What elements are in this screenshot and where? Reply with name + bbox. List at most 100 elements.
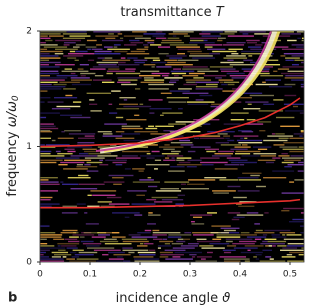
- texture: [40, 150, 52, 153]
- texture: [178, 88, 192, 90]
- texture: [188, 179, 216, 181]
- texture: [136, 194, 145, 196]
- texture: [281, 72, 304, 75]
- texture: [51, 139, 56, 142]
- texture: [216, 236, 241, 238]
- texture: [195, 260, 217, 262]
- texture: [160, 254, 184, 256]
- texture: [148, 214, 161, 216]
- texture: [184, 232, 192, 234]
- texture: [47, 101, 64, 103]
- texture: [195, 86, 218, 88]
- texture: [144, 46, 149, 48]
- texture: [99, 164, 109, 166]
- texture: [277, 68, 290, 70]
- texture: [112, 177, 124, 179]
- texture: [281, 210, 290, 212]
- texture: [189, 42, 215, 44]
- texture: [105, 37, 116, 39]
- texture: [40, 90, 48, 92]
- texture: [108, 174, 134, 177]
- texture: [160, 188, 180, 190]
- texture: [253, 153, 277, 155]
- texture: [238, 205, 255, 207]
- texture: [180, 245, 199, 247]
- texture: [139, 155, 165, 157]
- texture: [115, 131, 125, 133]
- texture-curve: [95, 31, 272, 152]
- texture: [45, 39, 53, 42]
- texture: [40, 123, 54, 125]
- texture: [237, 177, 259, 179]
- texture: [225, 240, 233, 243]
- texture: [239, 240, 257, 243]
- texture: [241, 131, 254, 133]
- texture: [207, 251, 213, 254]
- texture: [40, 238, 47, 240]
- texture: [40, 247, 66, 249]
- texture: [155, 37, 167, 39]
- texture: [133, 258, 160, 260]
- texture: [123, 139, 148, 142]
- texture: [71, 79, 92, 81]
- ylabel-symbol: ω/ω: [5, 101, 20, 127]
- texture: [287, 243, 304, 245]
- texture: [145, 164, 170, 166]
- texture: [58, 164, 68, 166]
- texture: [64, 159, 92, 161]
- texture: [232, 243, 255, 245]
- texture: [221, 70, 239, 72]
- texture: [285, 57, 300, 59]
- texture: [157, 245, 172, 247]
- texture: [71, 83, 92, 86]
- curve: [40, 198, 301, 209]
- texture: [40, 181, 59, 183]
- texture: [60, 114, 83, 116]
- texture: [40, 196, 53, 199]
- texture: [225, 238, 253, 240]
- texture: [260, 243, 285, 245]
- texture: [70, 77, 90, 79]
- texture: [227, 83, 235, 86]
- texture: [40, 260, 65, 262]
- texture: [227, 35, 254, 37]
- texture: [246, 119, 256, 121]
- texture: [284, 77, 304, 79]
- texture: [87, 194, 92, 196]
- texture: [247, 46, 262, 48]
- texture: [108, 33, 114, 35]
- texture: [238, 97, 252, 99]
- texture: [136, 245, 148, 247]
- texture: [199, 33, 211, 35]
- texture: [55, 39, 81, 42]
- texture: [89, 103, 98, 105]
- texture: [66, 247, 78, 249]
- texture: [66, 258, 75, 260]
- texture: [138, 75, 161, 77]
- texture: [262, 234, 268, 236]
- texture: [286, 254, 293, 256]
- texture: [54, 53, 64, 55]
- texture: [173, 68, 181, 70]
- texture: [74, 59, 79, 61]
- texture: [265, 256, 272, 258]
- texture: [40, 190, 59, 192]
- texture: [61, 70, 89, 72]
- texture: [68, 133, 96, 135]
- texture: [134, 37, 151, 39]
- texture: [234, 146, 251, 148]
- texture: [122, 240, 149, 243]
- title-text: transmittance: [120, 5, 211, 20]
- texture: [271, 234, 281, 236]
- texture: [254, 223, 260, 225]
- texture: [40, 199, 51, 201]
- texture: [177, 59, 199, 61]
- texture: [132, 168, 145, 170]
- texture: [144, 57, 160, 59]
- texture: [115, 72, 141, 75]
- texture: [296, 46, 304, 48]
- texture: [262, 240, 268, 243]
- texture: [264, 238, 277, 240]
- texture: [220, 68, 236, 70]
- texture: [190, 146, 211, 148]
